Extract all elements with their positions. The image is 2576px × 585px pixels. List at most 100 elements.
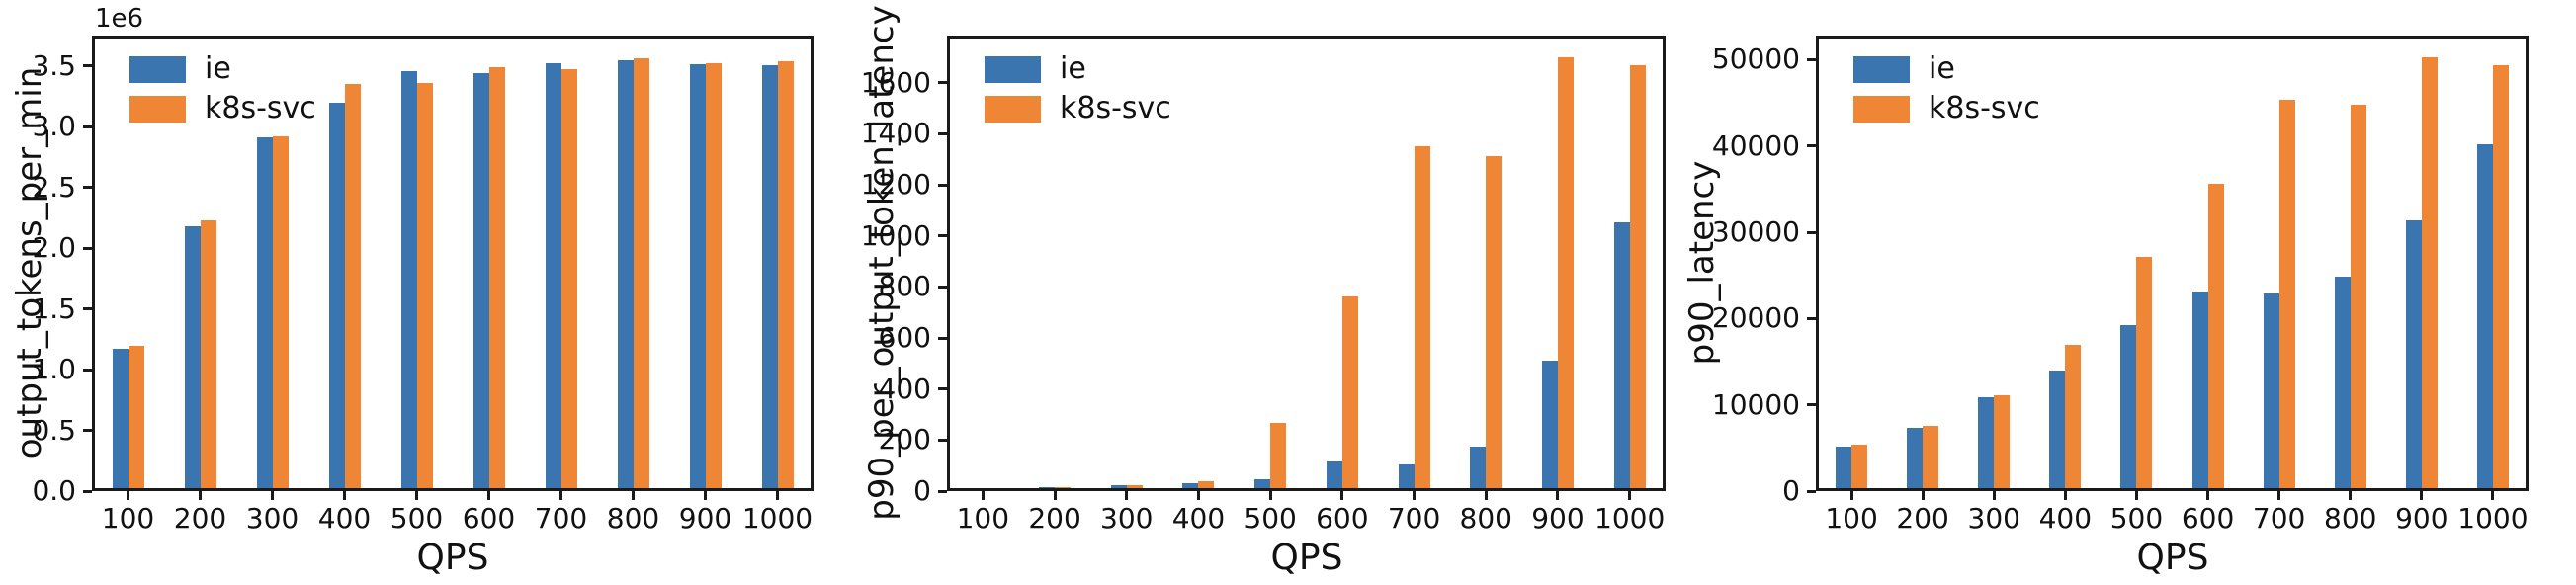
bar-k8s-svc-1000 (1629, 65, 1646, 491)
y-tick-mark (938, 81, 947, 85)
y-tick-mark (938, 489, 947, 493)
x-tick-mark (2134, 491, 2138, 500)
x-tick-label: 700 (2252, 502, 2306, 535)
legend: ie k8s-svc (985, 49, 1171, 128)
y-tick-mark (1807, 144, 1816, 148)
x-tick-mark (1196, 491, 1200, 500)
legend-label: ie (1929, 51, 1955, 86)
legend-label: k8s-svc (205, 91, 316, 125)
x-tick-label: 800 (606, 502, 660, 535)
x-tick-mark (271, 491, 274, 500)
bar-k8s-svc-200 (1055, 487, 1072, 491)
x-tick-label: 100 (956, 502, 1010, 535)
bar-ie-200 (1907, 428, 1924, 491)
x-tick-mark (2063, 491, 2067, 500)
y-tick-mark (938, 183, 947, 187)
y-tick-label: 3.5 (32, 48, 76, 82)
y-tick-mark (83, 64, 92, 68)
y-tick-mark (1807, 57, 1816, 61)
y-tick-mark (83, 307, 92, 311)
axes-output-tokens-per-min: 0.0 0.5 1.0 1.5 2.0 2.5 3.0 3.5 100 200 300 400 500 6… (32, 36, 814, 535)
bar-k8s-svc-700 (560, 69, 577, 491)
legend-row: ie (1853, 49, 2040, 89)
bar-k8s-svc-800 (1486, 156, 1503, 491)
y-tick-label: 1.5 (32, 292, 76, 325)
y-tick-mark (938, 387, 947, 391)
bar-ie-300 (1978, 396, 1995, 491)
y-tick-mark (83, 368, 92, 372)
y-tick-mark (1807, 316, 1816, 320)
y-tick-label: 1600 (860, 65, 931, 99)
x-tick-mark (1413, 491, 1417, 500)
bar-ie-1000 (761, 64, 778, 491)
x-tick-mark (343, 491, 346, 500)
x-tick-label: 1000 (1594, 502, 1666, 535)
legend-swatch-k8s-svc (1853, 95, 1910, 123)
x-tick-mark (704, 491, 707, 500)
x-tick-mark (632, 491, 635, 500)
bar-k8s-svc-500 (416, 82, 433, 491)
bar-ie-100 (967, 488, 984, 491)
y-tick-label: 50000 (1711, 42, 1800, 76)
y-tick-mark (83, 489, 92, 493)
x-tick-label: 500 (2109, 502, 2164, 535)
y-tick-label: 1000 (860, 218, 931, 252)
x-tick-label: 900 (1531, 502, 1585, 535)
bar-ie-800 (617, 59, 634, 491)
bar-k8s-svc-700 (2278, 100, 2295, 491)
bar-k8s-svc-600 (1341, 295, 1358, 491)
x-axis-label-qps: QPS (2136, 538, 2209, 578)
x-tick-label: 900 (2395, 502, 2448, 535)
bar-k8s-svc-300 (1994, 395, 2011, 491)
x-tick-label: 600 (2181, 502, 2235, 535)
legend-row: k8s-svc (129, 89, 316, 128)
bar-ie-600 (2191, 292, 2208, 491)
x-tick-mark (1921, 491, 1925, 500)
legend-row: k8s-svc (985, 89, 1171, 128)
x-tick-mark (1849, 491, 1853, 500)
bar-k8s-svc-100 (1851, 444, 1868, 491)
x-tick-label: 200 (1028, 502, 1081, 535)
x-tick-mark (1268, 491, 1272, 500)
y-tick-label: 30000 (1711, 215, 1800, 249)
x-tick-mark (2206, 491, 2210, 500)
y-tick-label: 0.5 (32, 413, 76, 447)
bar-k8s-svc-200 (200, 220, 216, 491)
legend-swatch-ie (129, 55, 186, 83)
x-tick-label: 1000 (741, 502, 814, 535)
x-tick-label: 200 (173, 502, 227, 535)
y-tick-label: 2.0 (32, 231, 76, 265)
bar-ie-300 (1110, 485, 1127, 491)
bar-k8s-svc-400 (2065, 345, 2082, 491)
y-tick-label: 800 (878, 270, 931, 303)
legend-swatch-ie (985, 55, 1041, 83)
y-tick-mark (938, 285, 947, 289)
bar-ie-600 (472, 73, 489, 491)
bar-ie-600 (1326, 461, 1342, 491)
bar-k8s-svc-200 (1923, 425, 1939, 491)
y-tick-label: 1.0 (32, 353, 76, 386)
axis-offset-text: 1e6 (95, 4, 144, 34)
bar-ie-700 (545, 62, 561, 491)
y-tick-mark (83, 125, 92, 128)
x-tick-mark (1992, 491, 1996, 500)
bar-ie-100 (112, 349, 129, 491)
y-axis-label-output-tokens-per-min: output_tokens_per_min (10, 66, 49, 460)
y-tick-label: 3.0 (32, 110, 76, 143)
x-tick-label: 600 (1316, 502, 1369, 535)
legend-label: ie (1060, 51, 1086, 86)
bar-ie-900 (1541, 360, 1558, 491)
x-tick-label: 900 (678, 502, 732, 535)
x-tick-mark (2420, 491, 2424, 500)
x-tick-label: 400 (1171, 502, 1226, 535)
bar-ie-700 (2263, 293, 2279, 491)
y-tick-mark (938, 234, 947, 238)
y-tick-label: 400 (878, 372, 931, 405)
x-tick-label: 800 (1459, 502, 1512, 535)
bar-ie-100 (1836, 446, 1852, 491)
y-tick-label: 1200 (860, 168, 931, 202)
x-tick-label: 800 (2324, 502, 2377, 535)
x-tick-mark (1484, 491, 1488, 500)
bar-k8s-svc-700 (1414, 145, 1430, 491)
